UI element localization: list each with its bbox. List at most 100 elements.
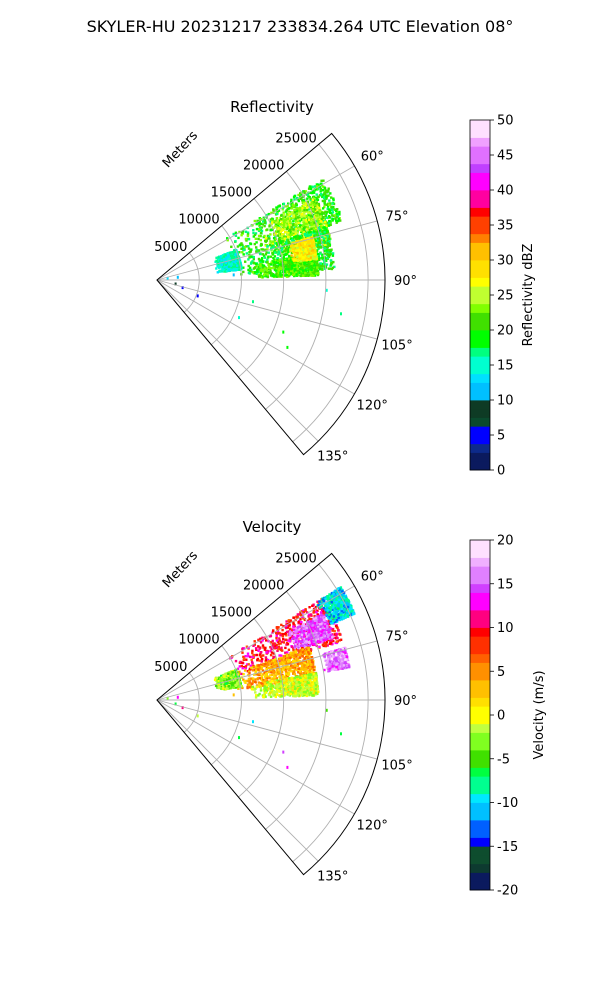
echo-cell: [302, 617, 305, 620]
echo-cell: [321, 235, 324, 239]
echo-cell: [276, 253, 280, 256]
echo-cell: [300, 233, 304, 236]
echo-cell: [326, 242, 330, 245]
echo-cell: [240, 231, 244, 234]
echo-cell: [301, 643, 304, 646]
echo-cell: [241, 667, 244, 670]
echo-cell: [305, 243, 309, 246]
echo-cell: [281, 275, 284, 278]
echo-cell: [297, 264, 301, 267]
echo-cell: [268, 223, 271, 227]
echo-cell: [305, 214, 308, 217]
echo-cell: [222, 268, 225, 272]
echo-cell: [294, 264, 297, 267]
echo-cell: [296, 237, 300, 240]
echo-cell: [226, 239, 229, 242]
echo-cell: [331, 211, 335, 214]
echo-cell: [321, 268, 324, 271]
echo-cell: [247, 258, 250, 261]
echo-cell: [290, 226, 293, 229]
echo-cell: [234, 659, 238, 663]
echo-cell: [258, 647, 261, 650]
echo-cell: [298, 212, 301, 216]
echo-cell: [235, 268, 239, 271]
echo-cell: [285, 209, 288, 212]
echo-cell: [253, 233, 257, 237]
echo-cell: [292, 216, 295, 219]
echo-cell: [258, 227, 262, 230]
echo-cell: [263, 273, 266, 277]
echo-cell: [293, 254, 297, 257]
echo-cell: [300, 257, 303, 261]
echo-cell: [323, 226, 327, 230]
echo-cell: [285, 275, 289, 278]
echo-cell: [276, 628, 279, 631]
echo-cell: [338, 633, 342, 636]
echo-cell: [300, 226, 303, 229]
echo-cell: [310, 274, 313, 277]
echo-cell: [271, 219, 274, 222]
echo-cell: [305, 245, 308, 248]
echo-cell: [321, 230, 324, 233]
echo-cell: [227, 268, 231, 271]
echo-cell: [327, 216, 330, 220]
echo-cell: [302, 234, 305, 237]
colorbar-swatch: [470, 233, 490, 243]
echo-cell: [239, 660, 242, 664]
echo-cell: [249, 242, 253, 246]
echo-cell: [282, 223, 285, 227]
echo-cell: [235, 264, 239, 267]
echo-cell: [246, 234, 250, 237]
echo-cell: [301, 610, 304, 613]
echo-cell: [292, 239, 296, 242]
echo-cell: [259, 252, 262, 256]
echo-cell: [282, 220, 285, 223]
echo-cell: [316, 609, 319, 612]
echo-cell: [289, 237, 293, 240]
echo-cell: [253, 242, 256, 246]
echo-cell: [217, 256, 220, 259]
echo-cell: [310, 268, 313, 271]
echo-cell: [299, 243, 302, 246]
echo-cell: [247, 264, 250, 268]
echo-cell: [258, 659, 261, 662]
echo-cell: [297, 249, 300, 252]
echo-cell: [241, 243, 244, 247]
echo-cell: [333, 633, 336, 636]
echo-cell: [272, 266, 275, 269]
echo-cell: [290, 212, 293, 215]
echo-cell: [249, 664, 252, 667]
echo-cell: [272, 646, 275, 650]
echo-cell: [301, 274, 305, 277]
echo-cell: [242, 266, 245, 269]
echo-cell: [259, 265, 262, 268]
echo-cell: [311, 185, 314, 189]
echo-cell: [294, 232, 297, 235]
echo-cell: [259, 261, 262, 264]
colorbar-swatch: [470, 216, 490, 226]
echo-cell: [291, 203, 295, 206]
echo-cell: [286, 257, 289, 260]
echo-cell: [251, 260, 254, 263]
echo-cell: [318, 217, 321, 221]
echo-cell: [281, 228, 285, 232]
echo-cell: [279, 274, 282, 277]
echo-cell: [288, 627, 292, 630]
echo-cell: [315, 225, 318, 228]
echo-cell: [316, 185, 319, 188]
echo-cell: [312, 191, 316, 194]
echo-cell: [262, 646, 265, 649]
echo-cell: [260, 258, 263, 261]
echo-cell: [305, 221, 308, 224]
echo-cell: [307, 231, 311, 234]
echo-cell: [292, 268, 295, 271]
echo-cell: [295, 271, 298, 274]
echo-cell: [311, 191, 314, 195]
echo-cell: [309, 185, 312, 188]
echo-cell: [309, 620, 313, 623]
echo-cell: [292, 241, 295, 244]
echo-cell: [276, 273, 280, 276]
echo-cell: [255, 272, 258, 275]
echo-cell: [310, 224, 313, 227]
echo-cell: [298, 239, 301, 243]
